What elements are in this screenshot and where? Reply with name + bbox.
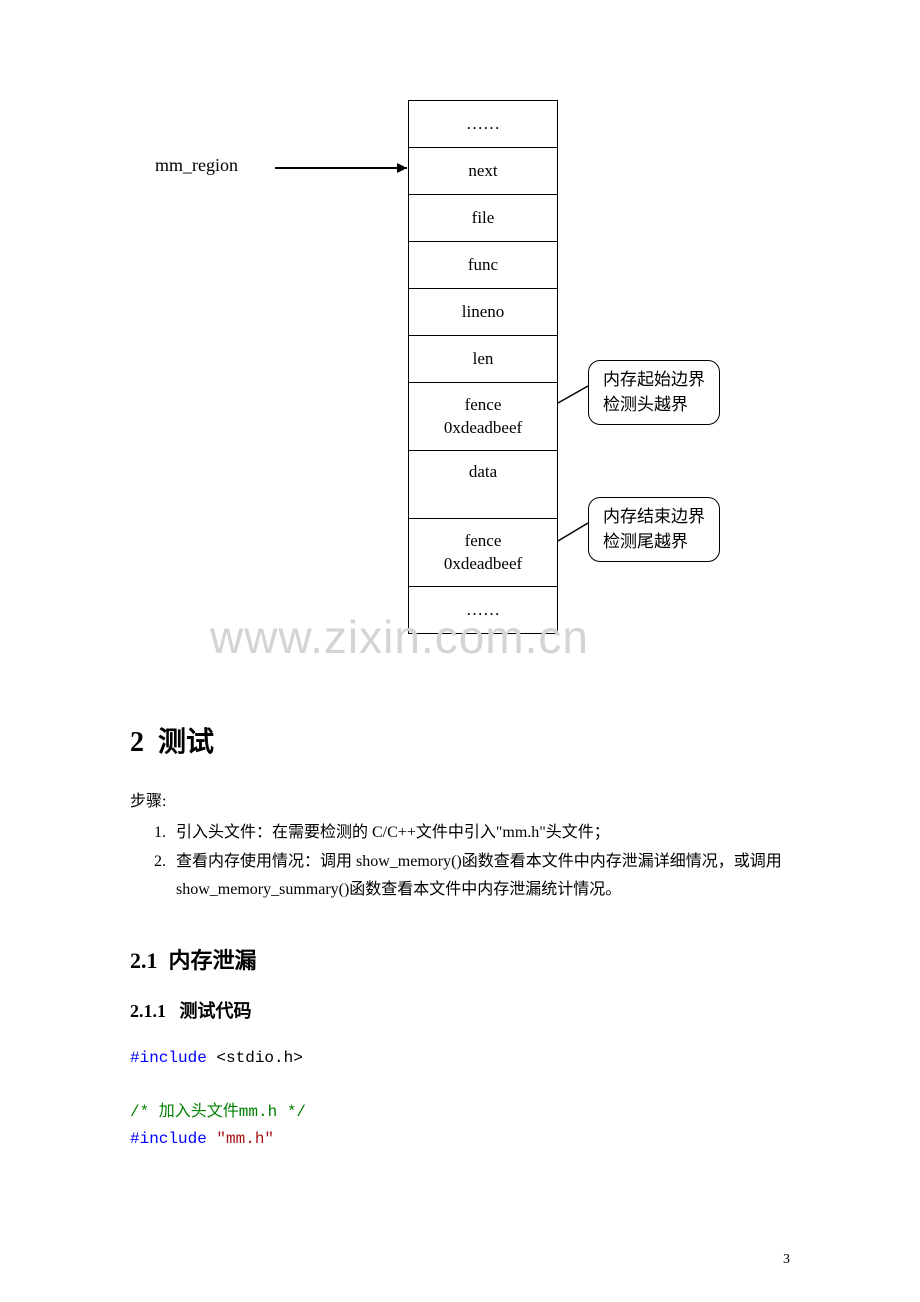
section-number: 2 [130, 727, 144, 758]
page-number: 3 [783, 1252, 790, 1268]
stack-cell: fence0xdeadbeef [409, 519, 557, 587]
stack-cell: …… [409, 101, 557, 148]
arrow-to-next [275, 167, 407, 169]
stack-cell: data [409, 451, 557, 519]
code-line [130, 1072, 790, 1099]
stack-cell: next [409, 148, 557, 195]
list-item: 查看内存使用情况：调用 show_memory()函数查看本文件中内存泄漏详细情… [170, 848, 790, 902]
memory-stack: ……nextfilefunclinenolenfence0xdeadbeefda… [408, 100, 558, 634]
callout-connector [558, 386, 590, 405]
section-heading: 2 测试 [130, 720, 790, 760]
subsection-heading: 2.1 内存泄漏 [130, 943, 790, 975]
code-block: #include <stdio.h> /* 加入头文件mm.h */#inclu… [130, 1045, 790, 1154]
code-line: /* 加入头文件mm.h */ [130, 1099, 790, 1126]
callout-connector [558, 523, 590, 543]
stack-cell: …… [409, 587, 557, 634]
stack-cell: file [409, 195, 557, 242]
list-item: 引入头文件：在需要检测的 C/C++文件中引入"mm.h"头文件； [170, 819, 790, 846]
mm-region-label: mm_region [155, 155, 238, 176]
section-title: 测试 [158, 727, 214, 758]
callout-box: 内存起始边界检测头越界 [588, 360, 720, 425]
subsubsection-number: 2.1.1 [130, 1001, 166, 1021]
memory-layout-diagram: mm_region ……nextfilefunclinenolenfence0x… [130, 100, 790, 660]
stack-cell: lineno [409, 289, 557, 336]
subsubsection-title: 测试代码 [180, 1001, 252, 1021]
steps-label: 步骤: [130, 788, 790, 815]
subsubsection-heading: 2.1.1 测试代码 [130, 997, 790, 1023]
stack-cell: len [409, 336, 557, 383]
code-line: #include <stdio.h> [130, 1045, 790, 1072]
stack-cell: func [409, 242, 557, 289]
stack-cell: fence0xdeadbeef [409, 383, 557, 451]
code-line: #include "mm.h" [130, 1126, 790, 1153]
subsection-title: 内存泄漏 [169, 948, 257, 973]
callout-box: 内存结束边界检测尾越界 [588, 497, 720, 562]
subsection-number: 2.1 [130, 948, 158, 973]
steps-list: 引入头文件：在需要检测的 C/C++文件中引入"mm.h"头文件；查看内存使用情… [130, 819, 790, 903]
